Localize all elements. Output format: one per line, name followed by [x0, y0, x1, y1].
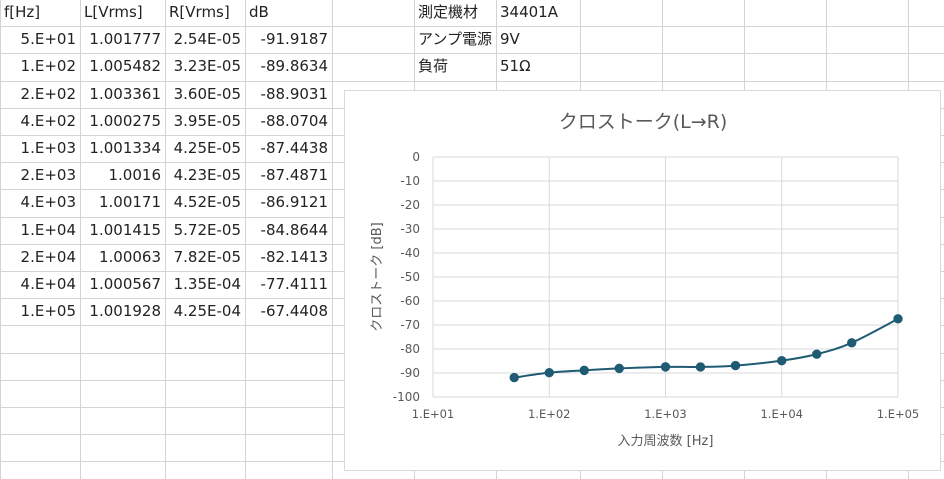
y-tick-label: -100	[393, 390, 420, 404]
info-label[interactable]: アンプ電源	[418, 30, 492, 48]
x-tick-label: 1.E+04	[760, 407, 803, 421]
cell-frequency[interactable]: 1.E+04	[20, 221, 76, 239]
cell-frequency[interactable]: 4.E+02	[20, 112, 76, 130]
cell-l-vrms[interactable]: 1.00063	[98, 248, 161, 266]
data-point	[777, 355, 787, 366]
data-point	[660, 362, 671, 372]
cell-r-vrms[interactable]: 4.52E-05	[173, 193, 241, 211]
cell-frequency[interactable]: 2.E+02	[20, 85, 76, 103]
series-line	[514, 317, 899, 379]
crosstalk-chart[interactable]: クロストーク(L→R) 0 -10 -20 -30 -40 -50 -60 -70 -80 -90 -…	[344, 90, 941, 471]
cell-frequency[interactable]: 2.E+03	[20, 166, 76, 184]
cell-r-vrms[interactable]: 3.23E-05	[173, 57, 241, 75]
cell-db[interactable]: -87.4438	[260, 139, 328, 157]
x-tick-label: 1.E+03	[644, 407, 687, 421]
cell-l-vrms[interactable]: 1.000567	[89, 275, 161, 293]
cell-l-vrms[interactable]: 1.003361	[89, 85, 161, 103]
info-value[interactable]: 34401A	[500, 3, 558, 21]
x-tick-label: 1.E+01	[412, 407, 455, 421]
cell-r-vrms[interactable]: 4.25E-05	[173, 139, 241, 157]
x-tick-label: 1.E+02	[528, 407, 571, 421]
cell-l-vrms[interactable]: 1.001334	[89, 139, 161, 157]
cell-l-vrms[interactable]: 1.00171	[98, 193, 161, 211]
info-value[interactable]: 9V	[500, 30, 520, 48]
y-tick-label: 0	[412, 150, 420, 164]
cell-frequency[interactable]: 4.E+03	[20, 193, 76, 211]
y-tick-label: -50	[400, 270, 420, 284]
header-db[interactable]: dB	[249, 3, 269, 21]
cell-db[interactable]: -82.1413	[260, 248, 328, 266]
cell-frequency[interactable]: 5.E+01	[20, 30, 76, 48]
cell-l-vrms[interactable]: 1.001777	[89, 30, 161, 48]
data-point	[509, 372, 519, 383]
cell-r-vrms[interactable]: 2.54E-05	[173, 30, 241, 48]
y-tick-label: -60	[400, 294, 420, 308]
cell-frequency[interactable]: 4.E+04	[20, 275, 76, 293]
cell-frequency[interactable]: 1.E+05	[20, 302, 76, 320]
header-r-vrms[interactable]: R[Vrms]	[169, 3, 230, 21]
cell-frequency[interactable]: 1.E+02	[20, 57, 76, 75]
cell-l-vrms[interactable]: 1.000275	[89, 112, 161, 130]
chart-title: クロストーク(L→R)	[559, 111, 728, 133]
cell-l-vrms[interactable]: 1.005482	[89, 57, 161, 75]
cell-db[interactable]: -89.8634	[260, 57, 328, 75]
cell-db[interactable]: -88.9031	[260, 85, 328, 103]
data-point	[614, 363, 624, 374]
cell-r-vrms[interactable]: 1.35E-04	[173, 275, 241, 293]
cell-db[interactable]: -88.0704	[260, 112, 328, 130]
header-frequency[interactable]: f[Hz]	[4, 3, 41, 21]
header-l-vrms[interactable]: L[Vrms]	[84, 3, 143, 21]
cell-r-vrms[interactable]: 4.25E-04	[173, 302, 241, 320]
info-label[interactable]: 負荷	[418, 57, 449, 75]
cell-db[interactable]: -91.9187	[260, 30, 328, 48]
y-tick-label: -80	[400, 342, 420, 356]
data-point	[812, 349, 822, 359]
data-point	[893, 314, 903, 324]
y-tick-label: -20	[400, 198, 420, 212]
x-tick-label: 1.E+05	[877, 407, 920, 421]
y-tick-label: -90	[400, 366, 420, 380]
cell-r-vrms[interactable]: 3.95E-05	[173, 112, 241, 130]
cell-db[interactable]: -87.4871	[260, 166, 328, 184]
cell-db[interactable]: -84.8644	[260, 221, 328, 239]
cell-l-vrms[interactable]: 1.001928	[89, 302, 161, 320]
cell-db[interactable]: -77.4111	[260, 275, 328, 293]
cell-r-vrms[interactable]: 7.82E-05	[173, 248, 241, 266]
cell-db[interactable]: -86.9121	[260, 193, 328, 211]
data-point	[579, 365, 589, 376]
x-axis-label: 入力周波数 [Hz]	[618, 434, 714, 449]
data-point	[544, 367, 554, 378]
data-point	[695, 362, 706, 372]
cell-l-vrms[interactable]: 1.0016	[108, 166, 162, 184]
y-tick-label: -40	[400, 246, 420, 260]
cell-db[interactable]: -67.4408	[260, 302, 328, 320]
y-tick-label: -30	[400, 222, 420, 236]
y-tick-label: -10	[400, 174, 420, 188]
data-point	[730, 360, 741, 371]
cell-frequency[interactable]: 1.E+03	[20, 139, 76, 157]
cell-frequency[interactable]: 2.E+04	[20, 248, 76, 266]
cell-r-vrms[interactable]: 5.72E-05	[173, 221, 241, 239]
info-value[interactable]: 51Ω	[500, 57, 531, 75]
y-axis-label: クロストーク [dB]	[370, 222, 385, 331]
y-tick-label: -70	[400, 318, 420, 332]
data-point	[847, 338, 857, 348]
cell-r-vrms[interactable]: 3.60E-05	[173, 85, 241, 103]
chart-canvas: クロストーク(L→R) 0 -10 -20 -30 -40 -50 -60 -70 -80 -90 -…	[370, 111, 920, 449]
cell-r-vrms[interactable]: 4.23E-05	[173, 166, 241, 184]
cell-l-vrms[interactable]: 1.001415	[89, 221, 161, 239]
info-label[interactable]: 測定機材	[418, 3, 479, 21]
